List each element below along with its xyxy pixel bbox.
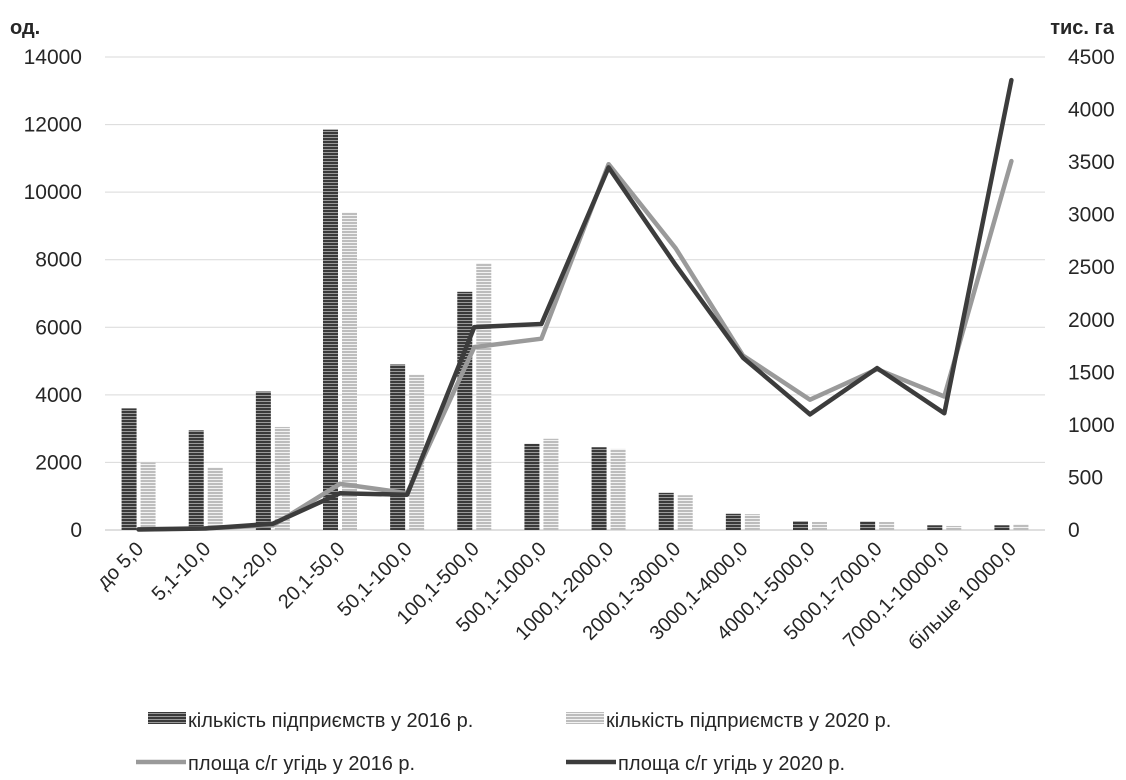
right-tick-label: 4000 [1068, 99, 1115, 122]
right-tick-label: 1500 [1068, 361, 1115, 384]
bar-2020 [879, 521, 895, 530]
bar-2020 [543, 438, 559, 530]
bar-2016 [793, 521, 808, 530]
legend-item: площа с/г угідь у 2020 р. [566, 753, 845, 775]
category-label: до 5,0 [93, 538, 148, 593]
right-tick-label: 0 [1068, 519, 1080, 542]
bar-2016 [188, 430, 204, 530]
category-labels: до 5,0 5,1-10,010,1-20,020,1-50,050,1-100… [93, 538, 1021, 655]
right-tick-label: 3500 [1068, 151, 1115, 174]
bar-2020 [476, 263, 492, 530]
right-tick-label: 2000 [1068, 309, 1115, 332]
bar-2016 [860, 521, 876, 530]
category-label: 5,1-10,0 [148, 538, 215, 605]
bar-2016 [725, 513, 741, 530]
bar-2016 [323, 129, 338, 530]
line-area-2020 [136, 77, 1014, 532]
gridlines [105, 56, 1045, 531]
bar-2016 [524, 443, 540, 530]
legend-label: площа с/г угідь у 2020 р. [618, 753, 845, 775]
right-tick-label: 3000 [1068, 204, 1115, 227]
left-tick-label: 12000 [24, 114, 82, 137]
bar-2020 [946, 525, 962, 530]
bar-2016 [121, 408, 137, 530]
bar-2016 [927, 525, 943, 530]
bar-2016 [457, 291, 473, 530]
legend-label: кількість підприємств у 2020 р. [606, 710, 891, 732]
legend-item: кількість підприємств у 2016 р. [148, 710, 473, 732]
bar-2020 [677, 495, 693, 530]
bar-2016 [255, 391, 271, 530]
right-axis-ticks: 0 500 1000 1500 2000 2500 3000 3500 4000 4500 [1068, 46, 1115, 542]
legend-label: площа с/г угідь у 2016 р. [188, 753, 415, 775]
right-tick-label: 500 [1068, 466, 1103, 489]
bar-2020 [812, 521, 827, 530]
left-tick-label: 4000 [35, 384, 82, 407]
bar-2020 [610, 448, 626, 530]
left-tick-label: 2000 [35, 451, 82, 474]
legend: кількість підприємств у 2016 р. кількість… [136, 710, 891, 775]
right-axis-label: тис. га [1050, 17, 1115, 39]
right-tick-label: 2500 [1068, 256, 1115, 279]
category-label: 10,1-20,0 [207, 538, 282, 613]
bar-2020 [140, 462, 156, 530]
legend-item: площа с/г угідь у 2016 р. [136, 753, 415, 775]
bar-2016 [390, 364, 406, 530]
right-tick-label: 4500 [1068, 46, 1115, 69]
line-series [136, 77, 1014, 532]
right-tick-label: 1000 [1068, 414, 1115, 437]
bar-2020 [744, 514, 760, 530]
bar-series [121, 129, 1029, 530]
left-tick-label: 14000 [24, 46, 82, 69]
legend-swatch [566, 712, 604, 724]
legend-item: кількість підприємств у 2020 р. [566, 710, 891, 732]
legend-label: кількість підприємств у 2016 р. [188, 710, 473, 732]
left-axis-ticks: 0 2000 4000 6000 8000 10000 12000 14000 [24, 46, 82, 542]
bar-2020 [207, 467, 223, 530]
left-tick-label: 8000 [35, 249, 82, 272]
left-tick-label: 6000 [35, 316, 82, 339]
bar-2020 [409, 374, 425, 530]
bar-2020 [342, 212, 357, 530]
bar-2020 [274, 426, 290, 530]
legend-swatch [148, 712, 186, 724]
bar-2020 [1013, 524, 1029, 530]
left-axis-label: од. [10, 17, 40, 39]
bar-2016 [658, 492, 674, 530]
bar-2016 [591, 447, 607, 530]
left-tick-label: 10000 [24, 181, 82, 204]
left-tick-label: 0 [70, 519, 82, 542]
bar-2016 [994, 525, 1010, 530]
